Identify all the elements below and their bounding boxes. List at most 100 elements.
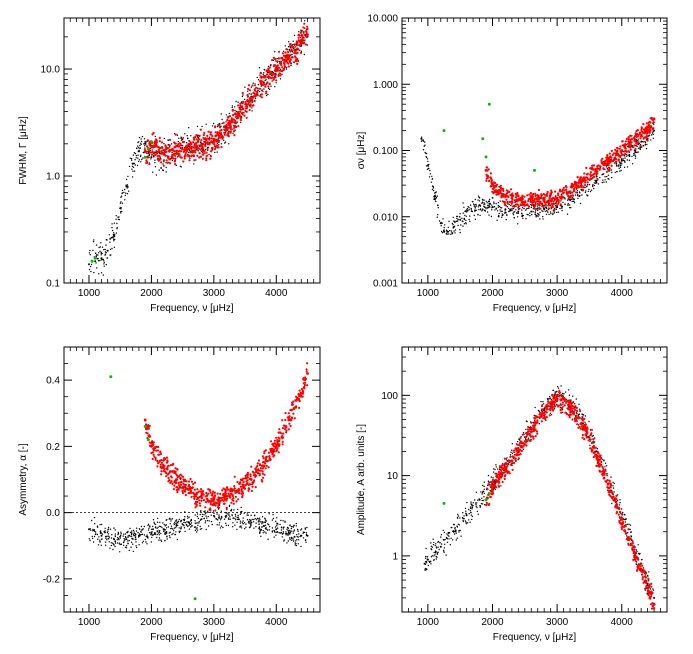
scatter-point [285,431,288,434]
scatter-point [248,93,250,95]
scatter-point [271,59,274,62]
scatter-point [91,537,94,540]
data-point [162,464,166,468]
scatter-point [251,110,253,112]
scatter-point [236,511,238,514]
scatter-point [516,191,519,195]
scatter-point [303,383,306,387]
scatter-point [602,160,605,164]
scatter-point [97,254,99,256]
scatter-point [304,377,307,381]
scatter-point [210,514,212,516]
scatter-point [184,516,186,518]
scatter-point [132,543,134,545]
scatter-point [288,537,291,539]
scatter-point [277,523,279,525]
scatter-point [131,537,133,540]
scatter-point [168,146,171,148]
scatter-point [267,85,270,88]
scatter-point [191,151,194,154]
scatter-point [196,529,199,531]
scatter-point [287,416,290,419]
scatter-point [150,153,154,156]
scatter-point [147,523,150,525]
scatter-point [249,523,252,525]
scatter-point [262,76,265,79]
scatter-point [146,155,149,158]
scatter-point [257,472,260,475]
scatter-point [529,195,532,198]
scatter-point [431,188,434,191]
scatter-point [254,97,256,100]
scatter-point [545,206,548,209]
scatter-point [437,207,439,209]
scatter-point [178,137,180,139]
scatter-point [225,131,227,133]
scatter-point [137,531,139,534]
scatter-point [204,510,206,512]
scatter-point [201,125,203,128]
scatter-point [488,203,490,205]
scatter-point [261,480,264,483]
scatter-point [285,534,287,536]
scatter-point [289,43,292,46]
data-point [109,375,113,379]
scatter-point [253,527,255,529]
scatter-point [151,534,154,536]
scatter-point [233,134,236,137]
scatter-point [242,486,245,489]
scatter-point [485,173,488,176]
scatter-point [228,112,230,115]
scatter-point [461,217,463,219]
data-point [274,69,278,72]
scatter-point [201,513,204,515]
scatter-point [298,31,300,33]
scatter-point [583,176,587,179]
scatter-point [465,510,467,512]
scatter-point [125,192,127,194]
scatter-point [561,192,565,195]
scatter-point [646,139,649,142]
scatter-point [220,113,222,115]
scatter-point [109,237,111,240]
scatter-point [423,145,425,147]
scatter-point [210,146,214,150]
scatter-point [632,146,635,149]
scatter-point [205,157,208,160]
scatter-point [264,467,267,470]
scatter-point [605,170,609,173]
scatter-point [258,90,261,93]
scatter-point [596,178,599,181]
scatter-point [468,218,470,221]
scatter-point [611,176,613,179]
scatter-point [516,216,519,218]
scatter-point [634,151,636,153]
scatter-point [436,195,438,197]
scatter-point [183,489,186,493]
scatter-point [592,184,594,186]
scatter-point [585,190,587,192]
data-point [287,531,290,534]
scatter-point [160,166,162,169]
scatter-point [115,232,118,234]
scatter-point [506,195,509,198]
data-point [607,159,611,163]
scatter-point [481,499,483,502]
scatter-point [138,544,140,546]
scatter-point [463,217,465,220]
scatter-point [282,61,286,64]
scatter-point [620,169,622,172]
scatter-point [534,194,537,197]
scatter-point [489,206,491,208]
data-point [287,55,291,59]
scatter-point [235,100,237,103]
scatter-point [198,156,201,159]
scatter-point [289,50,292,53]
scatter-point [253,99,256,103]
scatter-point [114,533,117,535]
scatter-point [209,155,212,158]
scatter-point [259,519,261,521]
scatter-point [152,131,155,135]
scatter-point [133,162,136,165]
scatter-point [477,213,479,216]
